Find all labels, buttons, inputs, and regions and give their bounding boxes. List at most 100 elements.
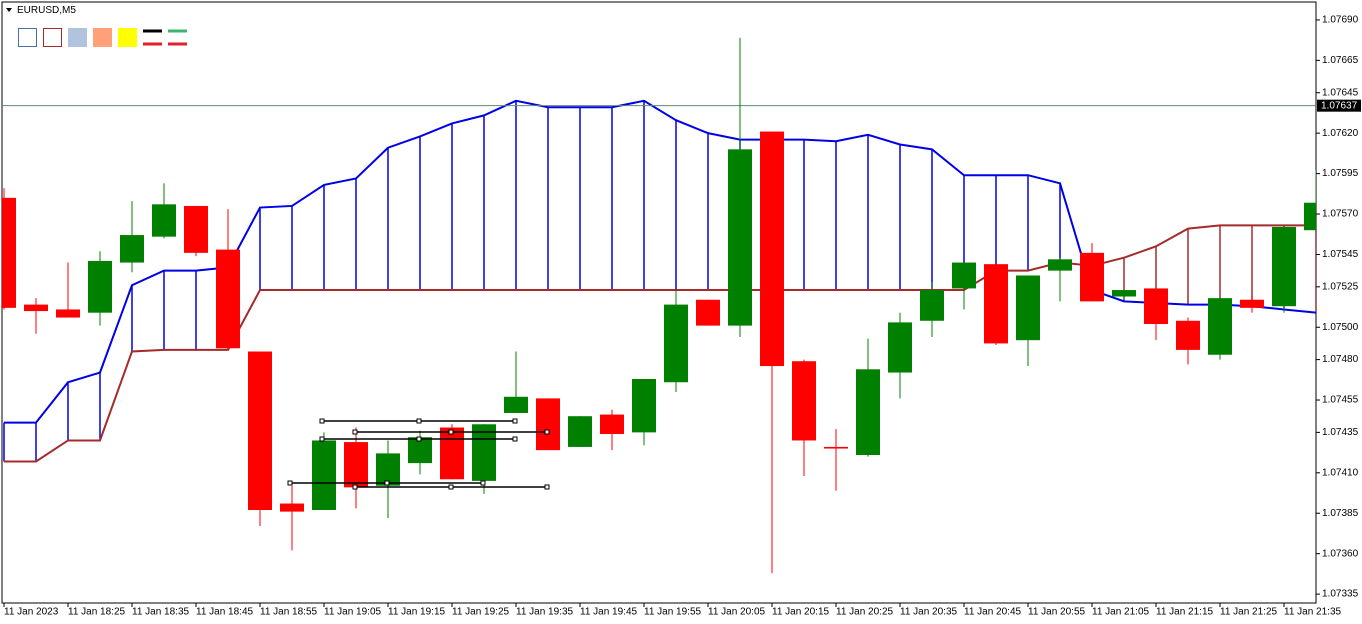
plot-area: [2, 37, 1316, 574]
y-tick-label: 1.07385: [1322, 508, 1359, 519]
candle-body: [312, 440, 336, 511]
y-tick-label: 1.07545: [1322, 249, 1359, 260]
anchor[interactable]: [287, 480, 293, 486]
bid-label: 1.07637: [1321, 100, 1358, 111]
candle-body: [1176, 320, 1200, 350]
y-tick-label: 1.07570: [1322, 209, 1359, 220]
x-tick-label: 11 Jan 21:15: [1156, 607, 1214, 618]
anchor[interactable]: [512, 418, 518, 424]
x-tick-label: 11 Jan 19:45: [580, 607, 638, 618]
toolbar: [18, 28, 187, 47]
x-tick-label: 11 Jan 18:45: [196, 607, 254, 618]
x-tick-label: 11 Jan 19:55: [644, 607, 702, 618]
y-tick-label: 1.07480: [1322, 354, 1359, 365]
y-tick-label: 1.07620: [1322, 128, 1359, 139]
candle-body: [248, 351, 272, 511]
candle-body: [376, 453, 400, 486]
bid-label-box: [1317, 99, 1361, 112]
x-tick-label: 11 Jan 19:05: [324, 607, 382, 618]
x-tick-label: 11 Jan 20:15: [772, 607, 830, 618]
x-tick-label: 11 Jan 21:05: [1092, 607, 1150, 618]
color-swatch[interactable]: [18, 28, 37, 47]
anchor[interactable]: [416, 436, 422, 442]
color-swatch[interactable]: [93, 28, 112, 47]
candle-body: [56, 309, 80, 318]
candle-body: [344, 442, 368, 488]
x-tick-label: 11 Jan 20:55: [1028, 607, 1086, 618]
y-tick-label: 1.07500: [1322, 322, 1359, 333]
anchor[interactable]: [480, 480, 486, 486]
x-tick-label: 11 Jan 21:35: [1284, 607, 1342, 618]
candle-body: [2, 197, 16, 308]
x-tick-label: 11 Jan 18:25: [68, 607, 126, 618]
candle-body: [824, 446, 848, 449]
candle-body: [1144, 288, 1168, 325]
candle-body: [472, 424, 496, 481]
x-tick-label: 11 Jan 18:55: [260, 607, 318, 618]
x-tick-label: 11 Jan 20:25: [836, 607, 894, 618]
candle-body: [440, 427, 464, 480]
candle-body: [728, 149, 752, 326]
menu-arrow[interactable]: [6, 8, 12, 12]
anchor[interactable]: [416, 418, 422, 424]
candle-body: [1304, 202, 1316, 231]
x-tick-label: 11 Jan 20:05: [708, 607, 766, 618]
candle-body: [760, 131, 784, 367]
candle-body: [888, 322, 912, 373]
candle-body: [1208, 298, 1232, 355]
anchor[interactable]: [448, 484, 454, 490]
y-tick-label: 1.07455: [1322, 395, 1359, 406]
color-swatch[interactable]: [43, 28, 62, 47]
candle-body: [792, 361, 816, 441]
y-tick-label: 1.07665: [1322, 55, 1359, 66]
candle-body: [504, 396, 528, 413]
color-swatch[interactable]: [118, 28, 137, 47]
candle-body: [408, 437, 432, 464]
candle-body: [984, 264, 1008, 344]
plot-frame: [1, 1, 1317, 604]
x-tick-label: 11 Jan 20:35: [900, 607, 958, 618]
line-style-button[interactable]: [143, 29, 162, 46]
drawn-objects: [287, 418, 550, 490]
candle-body: [1272, 226, 1296, 307]
candle-body: [1112, 290, 1136, 297]
candle-body: [280, 503, 304, 512]
anchor[interactable]: [319, 418, 325, 424]
anchor[interactable]: [448, 429, 454, 435]
x-tick-label: 11 Jan 2023: [4, 607, 59, 618]
candle-body: [120, 235, 144, 263]
candle-body: [632, 378, 656, 433]
candle-body: [216, 249, 240, 349]
candle-body: [600, 414, 624, 434]
line-style-button[interactable]: [168, 29, 187, 46]
anchor[interactable]: [319, 436, 325, 442]
anchor-points: [287, 418, 550, 490]
y-tick-label: 1.07690: [1322, 15, 1359, 26]
y-tick-label: 1.07410: [1322, 467, 1359, 478]
candle-body: [184, 205, 208, 253]
candle-body: [952, 262, 976, 289]
y-tick-label: 1.07335: [1322, 589, 1359, 600]
color-swatch[interactable]: [68, 28, 87, 47]
anchor[interactable]: [352, 484, 358, 490]
y-tick-label: 1.07525: [1322, 281, 1359, 292]
x-tick-label: 11 Jan 19:35: [516, 607, 574, 618]
symbol-label: EURUSD,M5: [17, 5, 76, 16]
candle-body: [88, 260, 112, 313]
candle-body: [152, 204, 176, 237]
anchor[interactable]: [544, 429, 550, 435]
candle-body: [856, 369, 880, 456]
candle-body: [1016, 275, 1040, 341]
x-tick-label: 11 Jan 18:35: [132, 607, 190, 618]
anchor[interactable]: [384, 480, 390, 486]
candle-body: [664, 304, 688, 383]
x-tick-label: 11 Jan 20:45: [964, 607, 1022, 618]
candle-body: [696, 299, 720, 326]
anchor[interactable]: [544, 484, 550, 490]
candle-body: [568, 416, 592, 447]
y-tick-label: 1.07360: [1322, 548, 1359, 559]
anchor[interactable]: [352, 429, 358, 435]
anchor[interactable]: [512, 436, 518, 442]
